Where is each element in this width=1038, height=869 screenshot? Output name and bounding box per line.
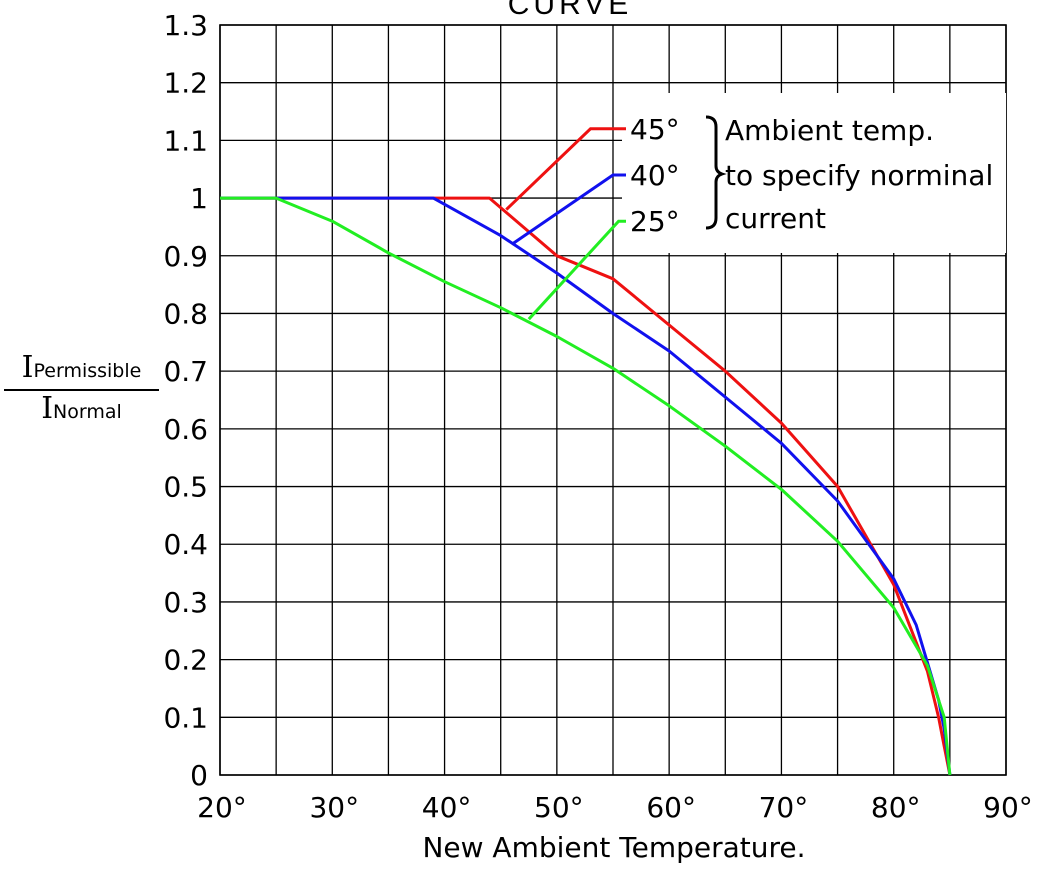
y-tick-label: 0.4	[163, 528, 208, 561]
y-tick-label: 0.6	[163, 413, 208, 446]
series-line-0	[220, 196, 952, 776]
legend-leader-2	[527, 219, 626, 321]
x-tick-label: 40°	[422, 791, 472, 824]
axes	[219, 24, 1007, 776]
y-tick-label: 0.3	[163, 586, 208, 619]
x-tick-label: 30°	[309, 791, 359, 824]
y-tick-label: 1.1	[163, 124, 208, 157]
legend-background	[622, 93, 1006, 253]
current-symbol: I	[41, 391, 54, 426]
denominator-subscript: Normal	[53, 401, 122, 423]
chart-title: CURVE	[508, 0, 632, 21]
x-axis-label: New Ambient Temperature.	[422, 831, 805, 864]
y-axis-label-numerator: IPermissible	[4, 352, 159, 391]
y-tick-label: 0.2	[163, 644, 208, 677]
x-tick-label: 50°	[534, 791, 584, 824]
y-tick-label: 1	[190, 182, 208, 215]
legend-label-1: 40°	[630, 159, 680, 192]
legend-note-line: to specify norminal	[725, 159, 993, 192]
legend-label-0: 45°	[630, 113, 680, 146]
numerator-subscript: Permissible	[33, 360, 142, 382]
x-tick-label: 80°	[871, 791, 921, 824]
series-line-2	[220, 196, 952, 776]
y-tick-label: 1.3	[163, 9, 208, 42]
y-tick-label: 0.9	[163, 240, 208, 273]
legend: 45° 40° 25° Ambient temp. to specify normina…	[505, 93, 1006, 321]
y-axis-label: IPermissible INormal	[4, 352, 159, 428]
tick-labels: 0 0.1 0.2 0.3 0.4 0.5 0.6 0.7 0.8 0.9 1 1.1 1.2 1.3 20…	[163, 9, 1032, 824]
y-tick-label: 1.2	[163, 67, 208, 100]
x-tick-label: 60°	[646, 791, 696, 824]
series-layer	[220, 196, 952, 776]
current-symbol: I	[21, 350, 34, 385]
legend-label-2: 25°	[630, 205, 680, 238]
x-tick-label: 90°	[983, 791, 1033, 824]
x-tick-label: 20°	[197, 791, 247, 824]
y-axis-label-denominator: INormal	[4, 391, 159, 428]
legend-note-line: current	[725, 202, 826, 235]
y-tick-label: 0.8	[163, 297, 208, 330]
y-tick-label: 0	[190, 759, 208, 792]
legend-leader-0	[505, 127, 626, 211]
y-tick-label: 0.5	[163, 471, 208, 504]
plot-frame	[219, 24, 1007, 776]
y-tick-label: 0.1	[163, 701, 208, 734]
x-tick-label: 70°	[759, 791, 809, 824]
legend-brace	[705, 115, 727, 230]
legend-leader-1	[511, 173, 626, 246]
y-tick-label: 0.7	[163, 355, 208, 388]
legend-note-line: Ambient temp.	[725, 114, 934, 147]
